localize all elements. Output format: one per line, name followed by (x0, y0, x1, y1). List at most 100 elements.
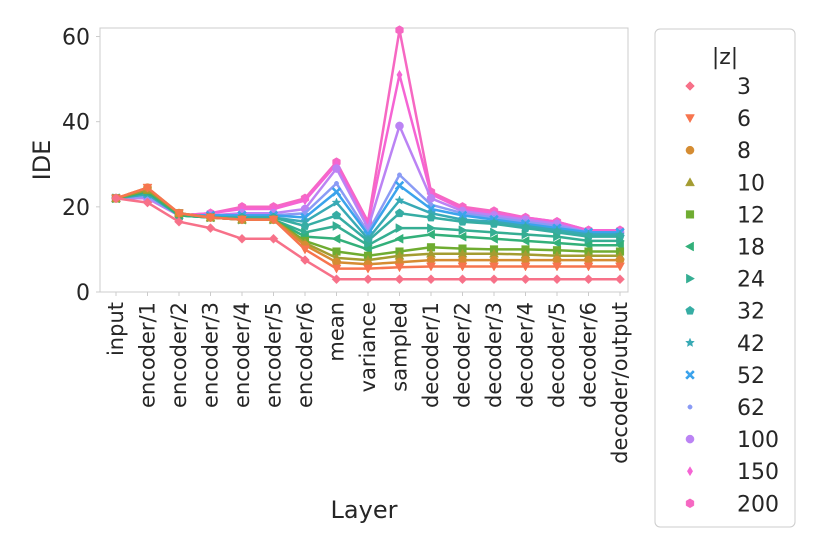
data-point (615, 262, 625, 272)
legend-items: 3 6 8 10 12 18 24 32 42 52 62 100 150 200 (684, 75, 779, 517)
x-tick-label: encoder/5 (262, 302, 286, 408)
data-point (332, 164, 341, 173)
data-point (331, 274, 342, 285)
legend-marker (685, 114, 695, 124)
data-point (268, 215, 279, 225)
data-point (520, 274, 531, 285)
y-axis: 0 20 40 60 (62, 26, 100, 306)
legend-marker (685, 370, 695, 380)
series-layer (110, 25, 626, 285)
x-tick-label: encoder/1 (136, 302, 160, 408)
y-tick-label: 60 (62, 26, 90, 51)
legend-item: 3 (685, 75, 751, 100)
data-point (489, 274, 499, 285)
data-point (332, 221, 342, 231)
legend-item: 100 (685, 428, 779, 453)
data-point (457, 262, 468, 272)
x-tick-label: decoder/1 (419, 302, 443, 408)
data-point (583, 262, 594, 272)
data-point (426, 212, 436, 222)
data-point (520, 235, 530, 246)
x-axis: input encoder/1 encoder/2 encoder/3 encoder/… (104, 292, 632, 464)
data-point (426, 274, 436, 285)
data-point (300, 255, 310, 265)
data-point (142, 183, 153, 193)
data-point (397, 172, 402, 178)
data-point (395, 223, 405, 234)
data-point (331, 233, 341, 244)
data-point (396, 69, 403, 80)
data-point (302, 210, 308, 216)
legend-marker (684, 241, 694, 252)
data-point (334, 180, 339, 186)
legend-item: 18 (684, 236, 765, 261)
y-axis-label: IDE (28, 140, 56, 181)
data-point (237, 215, 247, 225)
legend-label: 10 (737, 171, 765, 196)
y-tick-label: 0 (76, 281, 90, 306)
data-point (553, 231, 563, 242)
data-point (362, 244, 372, 255)
data-point (268, 233, 279, 244)
data-point (490, 227, 500, 238)
data-point (394, 195, 405, 205)
data-point (237, 233, 247, 244)
data-point (205, 223, 216, 233)
legend-item: 200 (685, 492, 779, 517)
data-point (458, 225, 468, 236)
legend-marker (687, 404, 693, 410)
data-point (552, 274, 562, 285)
x-tick-label: decoder/2 (451, 302, 475, 408)
data-point (300, 245, 310, 255)
x-tick-label: mean (325, 302, 349, 362)
legend-label: 100 (737, 428, 779, 453)
legend-label: 12 (737, 203, 765, 228)
data-point (142, 197, 153, 208)
legend-label: 62 (737, 396, 765, 421)
x-tick-label: input (104, 302, 128, 356)
legend-item: 10 (685, 171, 765, 196)
legend-item: 62 (687, 396, 765, 421)
data-point (395, 25, 404, 35)
data-point (457, 231, 467, 242)
data-point (427, 223, 437, 234)
data-point (394, 263, 405, 273)
legend-item: 6 (685, 107, 751, 132)
data-point (489, 262, 499, 272)
legend-item: 12 (685, 203, 765, 228)
x-tick-label: encoder/2 (167, 302, 191, 408)
x-tick-label: encoder/6 (293, 302, 317, 408)
x-tick-label: decoder/4 (514, 302, 538, 408)
data-point (111, 193, 121, 204)
data-point (331, 187, 342, 197)
data-point (425, 229, 435, 240)
data-point (488, 233, 498, 244)
data-point (395, 121, 404, 131)
legend-label: 24 (737, 268, 765, 293)
data-point (521, 229, 531, 240)
series-3 (111, 193, 625, 285)
x-tick-label: sampled (388, 302, 412, 392)
legend-label: 6 (737, 107, 751, 132)
legend-item: 24 (686, 268, 765, 293)
data-point (363, 274, 373, 285)
legend-label: 3 (737, 75, 751, 100)
legend-label: 200 (737, 492, 779, 517)
legend-item: 32 (685, 300, 765, 325)
x-tick-label: decoder/5 (545, 302, 569, 408)
data-point (615, 274, 625, 285)
legend-label: 18 (737, 236, 765, 261)
legend-marker (685, 498, 695, 509)
data-point (331, 197, 342, 207)
legend-item: 150 (687, 460, 779, 485)
data-point (205, 213, 216, 223)
legend-title: |z| (712, 45, 738, 70)
legend-item: 42 (685, 332, 765, 357)
data-point (583, 274, 594, 285)
data-point (520, 262, 531, 272)
legend-marker (685, 81, 695, 91)
legend-label: 150 (737, 460, 779, 485)
legend-marker (687, 466, 693, 477)
data-point (363, 264, 373, 274)
